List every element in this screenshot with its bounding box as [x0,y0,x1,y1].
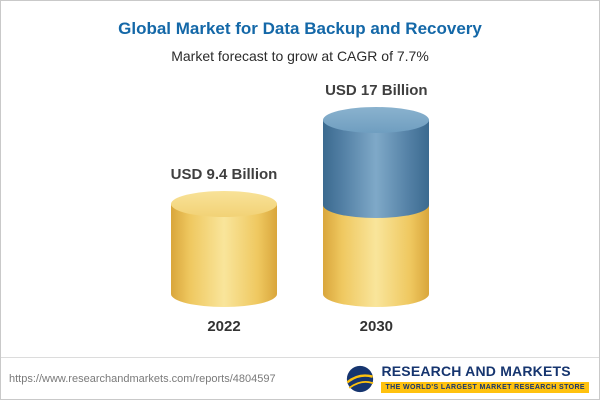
cylinder-2030-blue-segment [323,107,430,218]
brand-tagline: THE WORLD'S LARGEST MARKET RESEARCH STOR… [381,381,589,393]
page-title: Global Market for Data Backup and Recove… [118,19,482,38]
cylinder-top-cap [323,107,430,133]
report-url-link[interactable]: https://www.researchandmarkets.com/repor… [9,372,276,385]
cylinder-bar-chart: USD 9.4 Billion 2022 USD 17 Billion 2030 [1,82,599,335]
cylinder-2030-yellow-segment [323,203,430,307]
footer-bar: https://www.researchandmarkets.com/repor… [1,357,599,399]
value-label-2030: USD 17 Billion [325,82,428,99]
globe-logo-icon [347,365,374,392]
value-label-2022: USD 9.4 Billion [170,165,278,183]
brand-name: RESEARCH AND MARKETS [381,363,571,380]
cylinder-top-cap [171,190,277,217]
cylinder-2022-yellow-segment [171,190,277,307]
bar-group-2030: USD 17 Billion 2030 [323,82,430,335]
brand-text-block: RESEARCH AND MARKETS THE WORLD'S LARGEST… [381,363,589,393]
brand-logo: RESEARCH AND MARKETS THE WORLD'S LARGEST… [345,363,589,394]
category-label-2022: 2022 [207,317,241,335]
chart-subtitle: Market forecast to grow at CAGR of 7.7% [171,48,429,64]
bar-group-2022: USD 9.4 Billion 2022 [171,166,278,335]
cylinder-2022 [171,190,277,307]
cylinder-2030 [323,107,430,307]
category-label-2030: 2030 [359,317,394,335]
chart-header: Global Market for Data Backup and Recove… [1,1,599,64]
